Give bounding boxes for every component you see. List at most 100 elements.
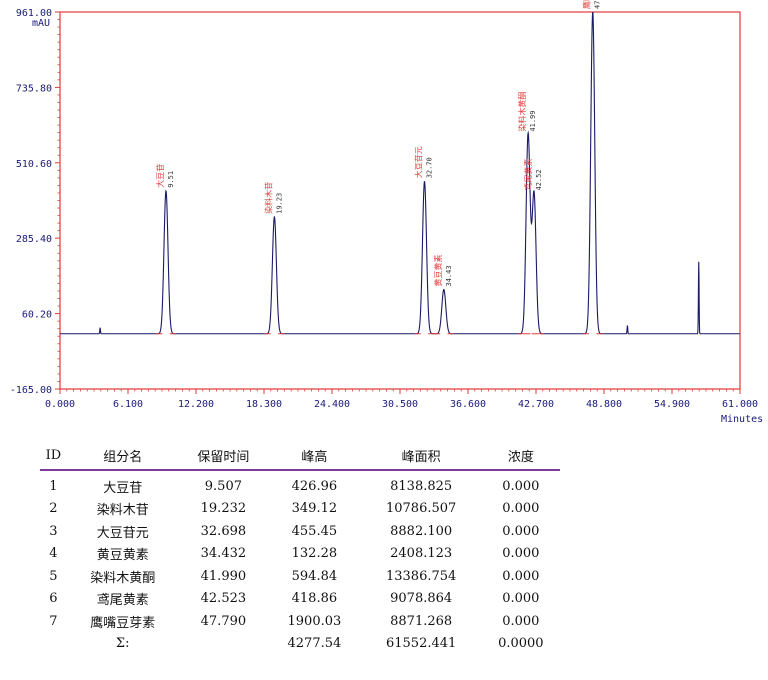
table-cell: 8871.268: [390, 613, 453, 629]
table-row: 5 染料木黄酮 41.990 594.84 13386.754 0.000: [40, 565, 560, 588]
table-cell: 0.000: [502, 568, 540, 584]
table-cell: 鹰嘴豆芽素: [90, 615, 156, 631]
y-tick-label: 285.40: [16, 234, 52, 245]
y-tick-label: 60.20: [22, 310, 52, 321]
table-cell: 染料木黄酮: [90, 570, 156, 586]
table-row: 1 大豆苷 9.507 426.96 8138.825 0.000: [40, 470, 560, 498]
peak-name-label: 大豆苷元: [414, 146, 424, 178]
table-cell: 7: [49, 613, 58, 629]
table-row: 6 鸢尾黄素 42.523 418.86 9078.864 0.000: [40, 588, 560, 611]
plot-frame: [59, 11, 741, 390]
table-cell: 42.523: [200, 591, 247, 607]
table-cell: 鸢尾黄素: [96, 593, 149, 609]
table-header-cell: 保留时间: [178, 445, 269, 471]
table-cell: 61552.441: [385, 636, 457, 652]
table-cell: 染料木苷: [96, 503, 149, 519]
x-tick-label: 24.400: [314, 399, 350, 410]
table-cell: 132.28: [291, 546, 338, 562]
table-cell: 19.232: [200, 501, 247, 517]
x-tick-label: 0.000: [45, 399, 75, 410]
x-tick-label: 30.500: [382, 399, 418, 410]
table-header-cell: 峰高: [268, 445, 361, 471]
x-axis-label: Minutes: [721, 414, 763, 425]
peak-name-label: 染料木苷: [263, 182, 273, 214]
table-cell: 5: [49, 568, 58, 584]
table-total-row: Σ: 4277.54 61552.441 0.0000: [40, 633, 560, 656]
table-cell: 426.96: [291, 478, 338, 494]
table-cell: 0.000: [502, 613, 540, 629]
table-cell: 9078.864: [390, 591, 453, 607]
peak-rt-label: 41.99: [529, 111, 537, 132]
table-header-cell: 浓度: [481, 445, 560, 471]
y-tick-label: 735.80: [16, 83, 52, 94]
axis-ticks: 0.000 6.100 12.200 18.300 24.400 30.500 36.600…: [10, 8, 758, 410]
table-cell: 大豆苷: [103, 480, 143, 496]
table-cell: Σ:: [115, 636, 130, 652]
table-header-cell: 峰面积: [360, 445, 482, 471]
table-cell: 41.990: [200, 568, 247, 584]
y-tick-label: -165.00: [10, 385, 52, 396]
table-cell: 0.000: [502, 501, 540, 517]
table-cell: 2408.123: [390, 546, 453, 562]
table-cell: 32.698: [200, 523, 247, 539]
table-cell: [179, 633, 269, 656]
peak-name-label: 染料木黄酮: [517, 92, 527, 132]
chromatogram-chart: 0.000 6.100 12.200 18.300 24.400 30.500 36.600…: [10, 0, 763, 425]
table-row: 3 大豆苷元 32.698 455.45 8882.100 0.000: [40, 520, 560, 543]
table-cell: 47.790: [200, 613, 247, 629]
peak-rt-label: 42.52: [535, 169, 543, 190]
peak-rt-label: 32.70: [426, 157, 434, 178]
table-cell: [40, 633, 67, 656]
peak-name-label: 黄豆黄素: [433, 255, 443, 287]
peak-rt-label: 34.43: [445, 265, 453, 286]
table-cell: 594.84: [291, 568, 338, 584]
table-row: 2 染料木苷 19.232 349.12 10786.507 0.000: [40, 498, 560, 521]
x-tick-label: 6.100: [113, 399, 143, 410]
table-cell: 9.507: [204, 478, 242, 494]
table-cell: 3: [49, 523, 58, 539]
x-tick-label: 42.700: [518, 399, 554, 410]
table-cell: 4: [49, 546, 58, 562]
table-cell: 0.0000: [498, 636, 544, 652]
peak-results-table: ID 组分名 保留时间 峰高 峰面积 浓度 1 大豆苷 9.507 426.96 8138.825…: [40, 445, 560, 655]
table-row: 7 鹰嘴豆芽素 47.790 1900.03 8871.268 0.000: [40, 610, 560, 633]
table-cell: 4277.54: [287, 636, 342, 652]
table-cell: 1900.03: [287, 613, 342, 629]
table-cell: 0.000: [502, 478, 540, 494]
table-body: 1 大豆苷 9.507 426.96 8138.825 0.000 2 染料木苷 19.232 3…: [40, 470, 560, 655]
table-cell: 455.45: [291, 523, 338, 539]
x-tick-label: 54.900: [654, 399, 690, 410]
table-cell: 418.86: [291, 591, 338, 607]
table-cell: 10786.507: [385, 501, 457, 517]
table-cell: 34.432: [200, 546, 247, 562]
peak-name-label: 鸢尾黄素: [523, 159, 533, 191]
table-header-row: ID 组分名 保留时间 峰高 峰面积 浓度: [40, 445, 560, 471]
table-cell: 0.000: [502, 546, 540, 562]
x-tick-label: 36.600: [450, 399, 486, 410]
table-cell: 1: [49, 478, 58, 494]
peak-rt-label: 47.79: [594, 0, 602, 9]
peak-name-label: 大豆苷: [155, 164, 165, 188]
table-cell: 8138.825: [390, 478, 453, 494]
table-header-cell: 组分名: [66, 445, 179, 471]
x-tick-label: 61.000: [722, 399, 758, 410]
y-tick-label: 961.00: [16, 8, 52, 19]
table-cell: 13386.754: [385, 568, 457, 584]
x-tick-label: 12.200: [178, 399, 214, 410]
peak-rt-label: 9.51: [167, 171, 175, 188]
table-cell: 0.000: [502, 523, 540, 539]
table-cell: 黄豆黄素: [96, 548, 149, 564]
x-tick-label: 18.300: [246, 399, 282, 410]
plot-border: [59, 11, 741, 390]
peak-rt-label: 19.23: [275, 193, 283, 214]
y-axis-label: mAU: [32, 18, 50, 29]
y-tick-label: 510.60: [16, 159, 52, 170]
table-cell: 349.12: [291, 501, 338, 517]
table-cell: 0.000: [502, 591, 540, 607]
table-cell: 6: [49, 591, 58, 607]
table-cell: 8882.100: [390, 523, 453, 539]
x-tick-label: 48.800: [586, 399, 622, 410]
peak-name-label: 鹰嘴豆芽素: [582, 0, 592, 9]
table-cell: 大豆苷元: [96, 525, 149, 541]
table-row: 4 黄豆黄素 34.432 132.28 2408.123 0.000: [40, 543, 560, 566]
